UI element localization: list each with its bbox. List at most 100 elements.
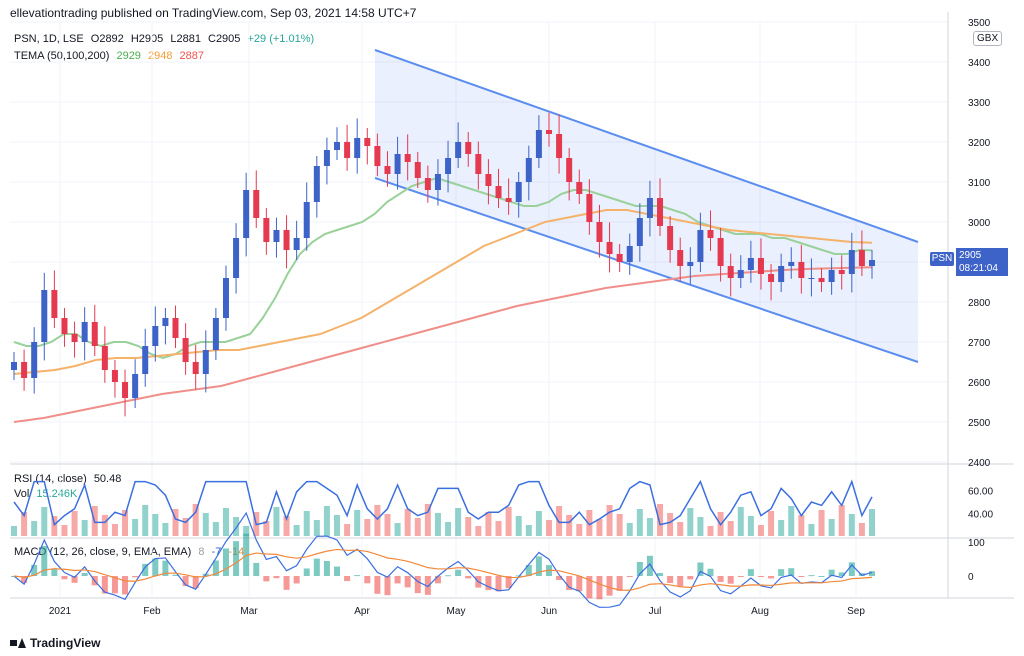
macd-histogram-bar	[233, 541, 240, 576]
volume-bar	[576, 524, 583, 536]
volume-bar	[808, 524, 815, 536]
candle-body	[323, 150, 330, 166]
volume-bar	[485, 512, 492, 536]
macd-label[interactable]: MACD (12, 26, close, 9, EMA, EMA)	[14, 546, 192, 558]
macd-histogram-bar	[667, 576, 674, 584]
macd-legend: MACD (12, 26, close, 9, EMA, EMA) 8 -7 -…	[14, 546, 248, 558]
high-value: H2905	[130, 33, 164, 45]
volume-bar	[818, 510, 825, 536]
macd-histogram-bar	[182, 576, 189, 587]
rsi-legend: RSI (14, close) 50.48	[14, 473, 125, 485]
tema-line-100	[13, 209, 873, 375]
volume-bar	[233, 517, 240, 536]
volume-bar	[71, 511, 78, 536]
vol-label[interactable]: Vol	[14, 488, 30, 500]
grid-lines	[10, 21, 948, 596]
macd-value-2: -7	[211, 546, 222, 558]
candle-body	[41, 290, 48, 342]
tema200-value: 2887	[179, 50, 205, 62]
macd-histogram-bar	[323, 560, 330, 576]
macd-histogram-bar	[21, 576, 28, 583]
rsi-label[interactable]: RSI (14, close)	[14, 473, 87, 485]
macd-histogram-bar	[556, 576, 563, 580]
macd-histogram-bar	[51, 568, 58, 576]
macd-histogram-bar	[434, 576, 441, 584]
macd-histogram-bar	[293, 576, 300, 584]
channel-lower-line[interactable]	[374, 177, 919, 363]
macd-tick-label: 0	[968, 572, 974, 583]
candle-body	[485, 174, 492, 186]
candle-body	[475, 154, 482, 174]
candle-body	[81, 322, 88, 342]
volume-bar	[182, 518, 189, 536]
candle-body	[354, 138, 361, 158]
candle-body	[869, 260, 875, 266]
x-tick-label: Aug	[751, 606, 769, 617]
candle-body	[111, 370, 118, 382]
macd-histogram-bar	[636, 561, 643, 576]
candle-body	[697, 230, 704, 262]
volume-bar	[677, 522, 684, 536]
volume-bar	[515, 516, 522, 536]
candle-body	[646, 198, 653, 218]
macd-histogram-bar	[727, 576, 734, 584]
candle-body	[798, 262, 805, 278]
candle-body	[243, 190, 250, 238]
y-tick-label: 2500	[968, 418, 991, 429]
macd-histogram-bar	[808, 575, 815, 577]
macd-histogram-bar	[757, 576, 764, 577]
volume-bar	[384, 514, 391, 536]
candle-body	[606, 242, 613, 254]
volume-bar	[323, 506, 330, 536]
candle-body	[182, 338, 189, 362]
rsi-tick-label: 60.00	[968, 487, 993, 498]
x-tick-label: Jul	[649, 606, 662, 617]
tema-label[interactable]: TEMA (50,100,200)	[14, 50, 110, 62]
symbol-line[interactable]: PSN, 1D, LSE	[14, 33, 84, 45]
macd-histogram-bar	[111, 576, 118, 594]
macd-histogram-bar	[525, 564, 532, 576]
candle-body	[535, 130, 542, 158]
volume-bar	[364, 519, 371, 536]
macd-histogram-bar	[737, 576, 744, 577]
candle-body	[727, 266, 734, 278]
macd-histogram-bar	[41, 546, 48, 576]
macd-histogram-bar	[122, 576, 129, 595]
macd-histogram-bar	[132, 576, 139, 578]
currency-badge[interactable]: GBX	[973, 31, 1003, 46]
volume-bar	[414, 518, 421, 536]
rsi-value: 50.48	[93, 473, 122, 485]
volume-bar	[313, 520, 320, 536]
candle-body	[71, 334, 78, 342]
volume-bar	[142, 505, 149, 536]
y-tick-label: 3200	[968, 138, 991, 149]
volume-bar	[51, 516, 58, 536]
volume-bar	[798, 515, 805, 536]
volume-bar	[788, 506, 795, 536]
candle-body	[757, 258, 764, 274]
macd-histogram-bar	[303, 568, 310, 576]
macd-histogram-bar	[818, 575, 825, 577]
volume-bar	[394, 523, 401, 536]
channel-upper-line[interactable]	[374, 49, 919, 243]
tradingview-logo-icon	[10, 638, 26, 648]
candle-body	[455, 142, 462, 158]
volume-bar	[646, 518, 653, 536]
macd-histogram-bar	[364, 576, 371, 584]
volume-bar	[495, 521, 502, 536]
macd-histogram-bar	[424, 576, 431, 595]
macd-histogram-bar	[445, 575, 452, 577]
candle-body	[616, 254, 623, 262]
macd-histogram-bar	[586, 576, 593, 599]
macd-histogram-bar	[404, 576, 411, 588]
y-tick-label: 2400	[968, 458, 991, 469]
volume-bar	[11, 526, 17, 536]
candle-body	[677, 250, 684, 266]
candle-body	[192, 362, 199, 374]
candle-body	[222, 278, 229, 318]
volume-bar	[61, 525, 68, 536]
candle-body	[667, 226, 674, 250]
footer-brand[interactable]: TradingView	[10, 636, 100, 650]
change-value: +29 (+1.01%)	[247, 33, 315, 45]
